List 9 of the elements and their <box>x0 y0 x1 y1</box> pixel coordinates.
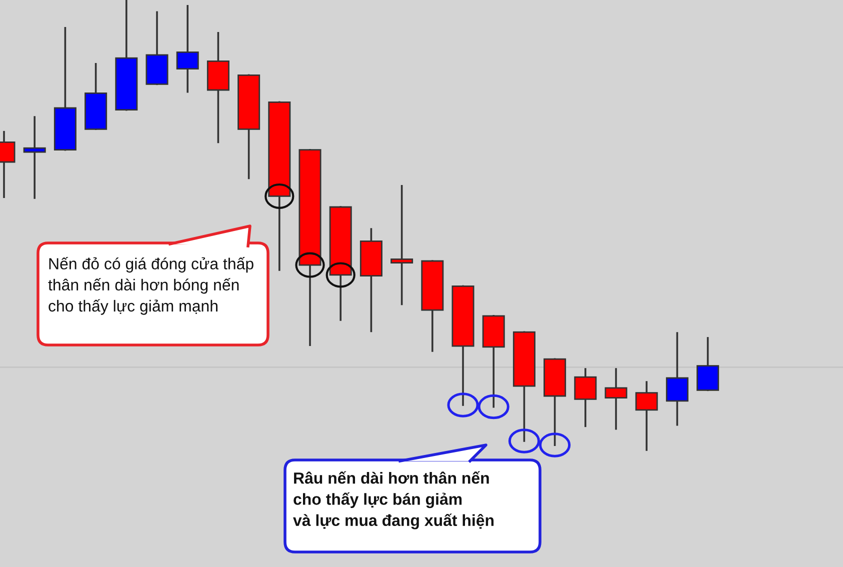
text: Râu nến dài hơn thân nến cho thấy lực bán giảm và lực mua đang xuất hiện <box>293 471 494 530</box>
annotation: Nến đỏ có giá đóng cửa thấp thân nến dài hơn bóng nến cho thấy lực giảm mạnh <box>48 257 254 315</box>
candlestick <box>604 368 628 430</box>
candlestick <box>574 368 597 428</box>
candlestick <box>23 116 46 199</box>
candlestick <box>176 4 199 93</box>
candlestick <box>666 332 688 426</box>
candlestick <box>635 381 658 451</box>
candlestick <box>390 184 414 306</box>
